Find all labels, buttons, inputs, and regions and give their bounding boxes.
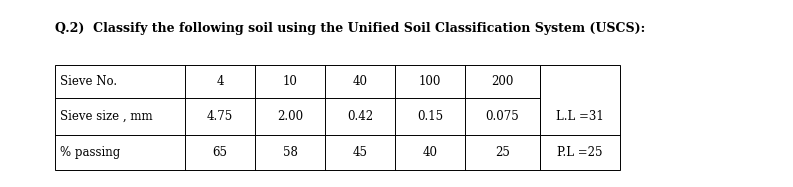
Text: 0.15: 0.15 bbox=[417, 110, 443, 123]
Text: Sieve size , mm: Sieve size , mm bbox=[60, 110, 152, 123]
Text: 4.75: 4.75 bbox=[207, 110, 233, 123]
Text: % passing: % passing bbox=[60, 146, 121, 159]
Text: L.L =31: L.L =31 bbox=[556, 110, 604, 123]
Text: 45: 45 bbox=[353, 146, 367, 159]
Text: 25: 25 bbox=[495, 146, 510, 159]
Text: 58: 58 bbox=[282, 146, 297, 159]
Text: 10: 10 bbox=[282, 75, 297, 88]
Text: 2.00: 2.00 bbox=[277, 110, 303, 123]
Text: 200: 200 bbox=[492, 75, 514, 88]
Text: 0.42: 0.42 bbox=[347, 110, 373, 123]
Text: 40: 40 bbox=[423, 146, 438, 159]
Text: P.L =25: P.L =25 bbox=[557, 146, 603, 159]
Text: 100: 100 bbox=[419, 75, 441, 88]
Bar bbox=[540, 65, 620, 170]
Text: 65: 65 bbox=[213, 146, 228, 159]
Text: 0.075: 0.075 bbox=[485, 110, 519, 123]
Bar bbox=[55, 65, 540, 170]
Text: Sieve No.: Sieve No. bbox=[60, 75, 117, 88]
Text: Q.2)  Classify the following soil using the Unified Soil Classification System (: Q.2) Classify the following soil using t… bbox=[55, 22, 646, 35]
Text: 40: 40 bbox=[353, 75, 367, 88]
Text: 4: 4 bbox=[216, 75, 224, 88]
